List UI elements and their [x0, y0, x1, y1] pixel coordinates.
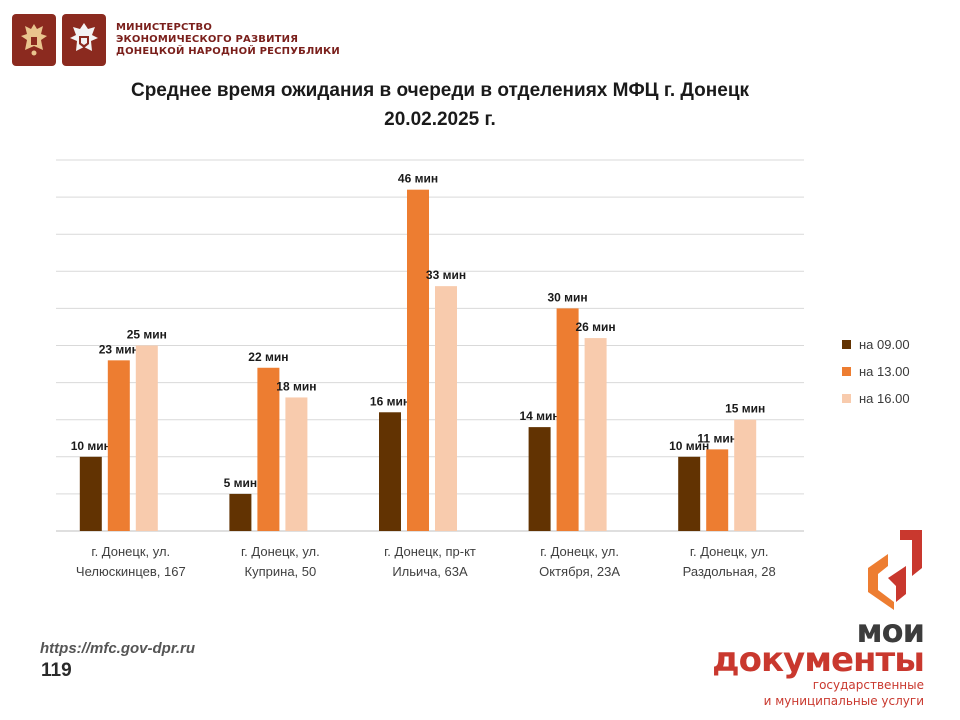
- data-label: 18 мин: [276, 379, 316, 393]
- chart-legend: на 09.00 на 13.00 на 16.00: [842, 331, 910, 412]
- bar: [584, 338, 607, 531]
- bar: [734, 419, 757, 531]
- data-label: 5 мин: [224, 476, 258, 490]
- ministry-line: МИНИСТЕРСТВО: [116, 22, 213, 33]
- dpr-coat-of-arms-icon: [62, 14, 106, 66]
- ministry-line: ЭКОНОМИЧЕСКОГО РАЗВИТИЯ: [116, 34, 299, 45]
- data-label: 30 мин: [548, 290, 588, 304]
- data-label: 25 мин: [127, 328, 167, 342]
- bar: [135, 345, 158, 531]
- category-label: Куприна, 50: [245, 564, 317, 579]
- data-label: 16 мин: [370, 394, 410, 408]
- data-label: 10 мин: [71, 439, 111, 453]
- data-label: 11 мин: [697, 431, 737, 445]
- data-label: 15 мин: [725, 402, 765, 416]
- data-label: 23 мин: [99, 342, 139, 356]
- legend-label: на 16.00: [859, 391, 910, 406]
- data-label: 14 мин: [520, 409, 560, 423]
- bar: [229, 493, 252, 531]
- category-label: Раздольная, 28: [683, 564, 776, 579]
- ministry-line: ДОНЕЦКОЙ НАРОДНОЙ РЕСПУБЛИКИ: [116, 46, 340, 57]
- bar: [556, 308, 579, 531]
- brand-tagline: и муниципальные услуги: [763, 694, 924, 708]
- bar: [257, 367, 280, 531]
- category-label: г. Донецк, ул.: [690, 544, 769, 559]
- bar: [678, 456, 701, 531]
- chart-title-block: Среднее время ожидания в очереди в отдел…: [60, 76, 820, 134]
- brand-tagline: государственные: [812, 678, 924, 692]
- moi-dokumenty-logo-icon: [868, 530, 922, 610]
- bar: [107, 360, 130, 531]
- category-label: г. Донецк, пр-кт: [384, 544, 476, 559]
- data-label: 26 мин: [576, 320, 616, 334]
- category-label: Ильича, 63А: [392, 564, 468, 579]
- brand-moi: мои: [856, 612, 925, 650]
- legend-swatch: [842, 394, 851, 403]
- category-label: г. Донецк, ул.: [241, 544, 320, 559]
- bar: [706, 449, 729, 531]
- brand-dokumenty: документы: [712, 640, 925, 680]
- bar: [285, 397, 308, 531]
- data-label: 10 мин: [669, 439, 709, 453]
- category-label: Челюскинцев, 167: [76, 564, 186, 579]
- legend-item: на 13.00: [842, 358, 910, 385]
- legend-item: на 09.00: [842, 331, 910, 358]
- chart-subtitle: 20.02.2025 г.: [384, 109, 496, 130]
- legend-item: на 16.00: [842, 385, 910, 412]
- bar: [79, 456, 102, 531]
- legend-label: на 09.00: [859, 337, 910, 352]
- russia-coat-of-arms-icon: [12, 14, 56, 66]
- header: МИНИСТЕРСТВО ЭКОНОМИЧЕСКОГО РАЗВИТИЯ ДОН…: [12, 14, 340, 66]
- bar: [379, 412, 401, 531]
- data-label: 46 мин: [398, 172, 438, 186]
- moi-dokumenty-brand: мои документы государственные и муниципа…: [704, 528, 925, 712]
- legend-swatch: [842, 340, 851, 349]
- website-link[interactable]: https://mfc.gov-dpr.ru: [40, 640, 195, 657]
- bar: [407, 189, 429, 531]
- page-number: 119: [41, 660, 72, 681]
- bar: [528, 427, 551, 531]
- data-label: 22 мин: [248, 350, 288, 364]
- legend-label: на 13.00: [859, 364, 910, 379]
- category-label: г. Донецк, ул.: [540, 544, 619, 559]
- legend-swatch: [842, 367, 851, 376]
- ministry-name: МИНИСТЕРСТВО ЭКОНОМИЧЕСКОГО РАЗВИТИЯ ДОН…: [116, 22, 340, 58]
- category-label: Октября, 23А: [539, 564, 620, 579]
- category-label: г. Донецк, ул.: [91, 544, 170, 559]
- chart-title: Среднее время ожидания в очереди в отдел…: [130, 80, 750, 101]
- data-label: 33 мин: [426, 268, 466, 282]
- bar: [435, 286, 457, 531]
